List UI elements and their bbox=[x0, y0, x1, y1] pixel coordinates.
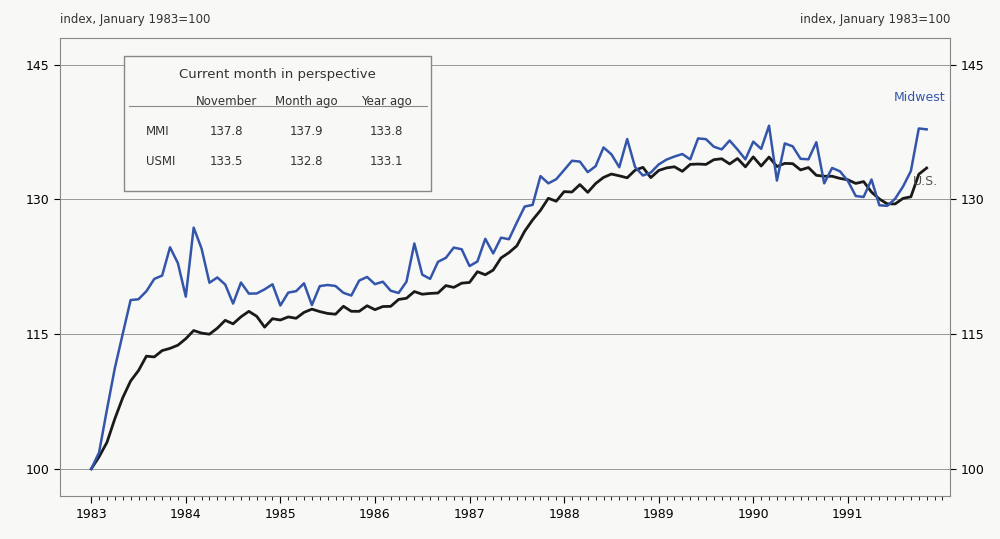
Text: MMI: MMI bbox=[146, 125, 170, 138]
Text: 137.9: 137.9 bbox=[290, 125, 323, 138]
Text: U.S.: U.S. bbox=[912, 175, 938, 188]
Text: Month ago: Month ago bbox=[275, 95, 338, 108]
Text: 133.1: 133.1 bbox=[370, 155, 403, 168]
Text: index, January 1983=100: index, January 1983=100 bbox=[60, 13, 210, 26]
Text: USMI: USMI bbox=[146, 155, 176, 168]
Text: 133.8: 133.8 bbox=[370, 125, 403, 138]
Text: 132.8: 132.8 bbox=[290, 155, 323, 168]
Text: Year ago: Year ago bbox=[361, 95, 412, 108]
FancyBboxPatch shape bbox=[124, 56, 431, 191]
Text: index, January 1983=100: index, January 1983=100 bbox=[800, 13, 950, 26]
Text: 133.5: 133.5 bbox=[210, 155, 243, 168]
Text: Midwest: Midwest bbox=[894, 92, 945, 105]
Text: 137.8: 137.8 bbox=[210, 125, 243, 138]
Text: November: November bbox=[196, 95, 257, 108]
Text: Current month in perspective: Current month in perspective bbox=[179, 67, 376, 80]
